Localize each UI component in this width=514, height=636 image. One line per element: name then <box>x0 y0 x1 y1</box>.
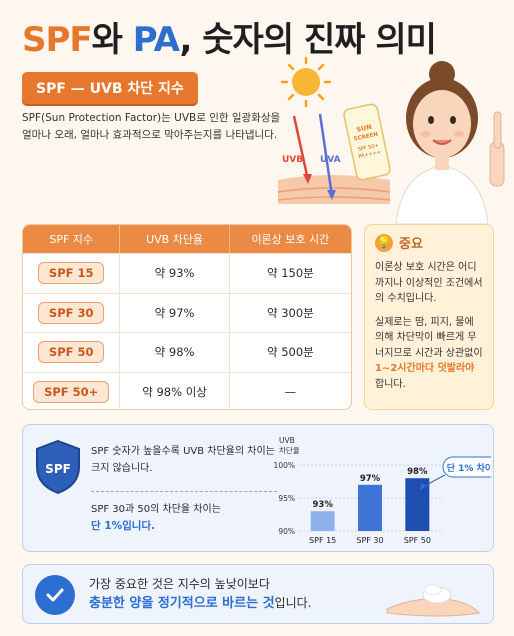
sunscreen-illustration: UVB UVA SUN SCREEN SPF 50+ PA++++ <box>277 56 505 224</box>
header-block: UVB 차단율 <box>120 225 230 253</box>
svg-text:SPF 50+: SPF 50+ <box>357 143 379 153</box>
bar-spf-30 <box>358 484 382 531</box>
y-axis-label-2: 차단율 <box>279 445 300 455</box>
block-rate: 약 93% <box>120 254 230 293</box>
important-para1: 이론상 보호 시간은 어디까지나 이상적인 조건에서의 수치입니다. <box>375 262 483 304</box>
callout-bubble: 단 1% 차이! <box>419 456 491 491</box>
panel-text2: SPF 30과 50의 차단율 차이는 단 1%입니다. <box>91 501 281 535</box>
table-row: SPF 30 약 97% 약 300분 <box>23 292 351 332</box>
skin-layers <box>277 175 391 204</box>
pointing-hand <box>489 111 505 187</box>
table-row: SPF 15 약 93% 약 150분 <box>23 253 351 293</box>
intro-text: SPF(Sun Protection Factor)는 UVB로 인한 일광화상… <box>22 112 281 141</box>
block-rate: 약 97% <box>120 293 230 332</box>
sunscreen-tube: SUN SCREEN SPF 50+ PA++++ <box>343 103 391 181</box>
bar-value-label: 93% <box>312 500 333 510</box>
uvb-label: UVB <box>282 155 303 165</box>
y-tick-label: 95% <box>278 494 295 503</box>
woman-avatar <box>395 61 489 224</box>
lightbulb-icon: 💡 <box>375 233 393 252</box>
protect-time: 약 300분 <box>266 305 314 320</box>
page-title: SPF와 PA, 숫자의 진짜 의미 <box>22 12 437 61</box>
callout-text: 단 1% 차이! <box>447 462 491 474</box>
sun-icon <box>280 56 332 108</box>
svg-text:PA++++: PA++++ <box>358 149 382 160</box>
section-heading: SPF — UVB 차단 지수 <box>22 72 198 104</box>
y-tick-label: 90% <box>278 527 295 536</box>
table-header: SPF 지수 UVB 차단율 이론상 보호 시간 <box>23 225 351 253</box>
header-spf: SPF 지수 <box>23 225 121 253</box>
spf-table: SPF 지수 UVB 차단율 이론상 보호 시간 SPF 15 약 93% 약 … <box>22 224 352 410</box>
important-title: 중요 <box>399 237 423 252</box>
y-tick-label: 100% <box>274 461 295 470</box>
bar-spf-15 <box>310 511 335 531</box>
important-para2: 실제로는 땀, 피지, 물에 의해 차단막이 빠르게 무너지므로 시간과 상관없… <box>375 316 483 390</box>
svg-text:SUN: SUN <box>356 123 373 134</box>
title-rest: , 숫자의 진짜 의미 <box>179 20 437 60</box>
bar-value-label: 97% <box>360 474 381 484</box>
important-note: 💡 중요 이론상 보호 시간은 어디까지나 이상적인 조건에서의 수치입니다. … <box>364 224 494 410</box>
spf-badge: SPF 50 <box>37 341 105 364</box>
summary-text: 가장 중요한 것은 지수의 높낮이보다 충분한 양을 정기적으로 바르는 것입니… <box>89 577 312 611</box>
comparison-panel: SPF SPF 숫자가 높을수록 UVB 차단율의 차이는 크지 않습니다. S… <box>22 424 494 552</box>
one-percent-highlight: 단 1%입니다. <box>91 520 156 532</box>
shield-icon: SPF <box>36 439 80 495</box>
shield-text: SPF <box>45 462 71 476</box>
title-connector: 와 <box>91 20 133 60</box>
table-row: SPF 50 약 98% 약 500분 <box>23 332 351 372</box>
protect-time: 약 150분 <box>266 266 314 281</box>
panel-text1: SPF 숫자가 높을수록 UVB 차단율의 차이는 크지 않습니다. <box>91 446 275 474</box>
y-axis-label-1: UVB <box>279 436 295 445</box>
block-rate: 약 98% <box>120 333 230 372</box>
reapply-highlight: 1~2시간마다 덧발라야 <box>375 363 475 374</box>
title-pa: PA <box>132 20 181 60</box>
spf-badge: SPF 15 <box>37 262 105 285</box>
x-tick-label: SPF 50 <box>404 536 431 545</box>
bar-value-label: 98% <box>407 467 428 477</box>
spf-badge: SPF 30 <box>37 301 105 324</box>
summary-panel: 가장 중요한 것은 지수의 높낮이보다 충분한 양을 정기적으로 바르는 것입니… <box>22 564 494 624</box>
uv-arrows <box>292 113 336 200</box>
summary-highlight: 충분한 양을 정기적으로 바르는 것 <box>89 596 275 611</box>
protect-time: — <box>284 384 297 399</box>
header-time: 이론상 보호 시간 <box>251 233 330 246</box>
x-tick-label: SPF 15 <box>309 536 336 545</box>
table-row: SPF 50+ 약 98% 이상 — <box>23 371 351 409</box>
spf-badge: SPF 50+ <box>33 380 110 403</box>
uva-label: UVA <box>320 155 341 165</box>
protect-time: 약 500분 <box>266 345 314 360</box>
x-tick-label: SPF 30 <box>356 536 383 545</box>
uvb-bar-chart: UVB 차단율 100% 95% 90% 93% SPF 15 97% SPF 30 98%… <box>274 436 491 545</box>
bar-spf-50 <box>405 478 430 531</box>
check-icon <box>35 575 75 615</box>
block-rate: 약 98% 이상 <box>120 372 230 409</box>
hand-cream-icon <box>386 584 480 617</box>
svg-text:SCREEN: SCREEN <box>353 132 378 143</box>
panel-divider <box>91 491 277 492</box>
title-spf: SPF <box>22 20 93 60</box>
